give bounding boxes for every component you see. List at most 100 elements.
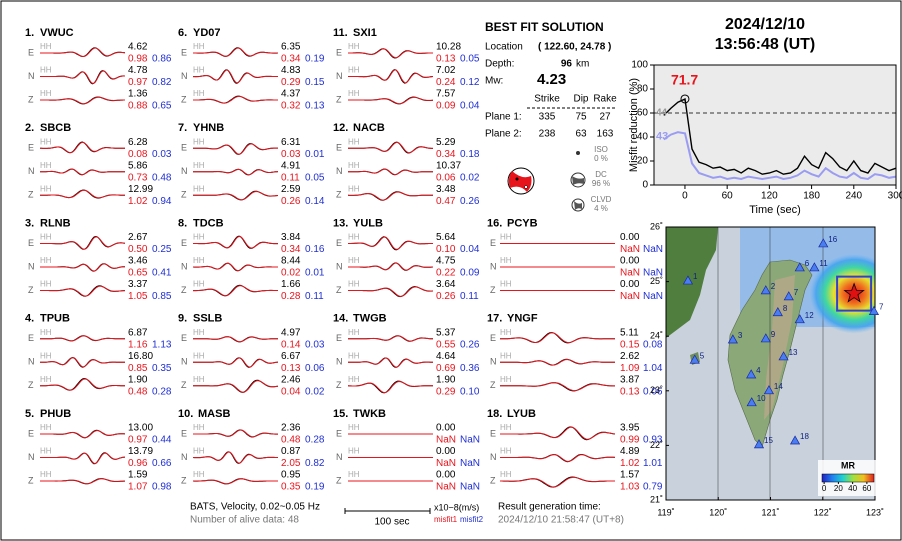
- station-name: YNGF: [507, 313, 538, 325]
- waveform-synthetic: [40, 189, 125, 199]
- channel-label: HH: [500, 423, 512, 432]
- misfit2: 0.44: [152, 435, 172, 446]
- lat-tick-label: 24˚: [650, 331, 663, 341]
- waveform-synthetic: [193, 357, 279, 368]
- filter: BATS, Velocity, 0.02~0.05 Hz: [190, 502, 320, 513]
- waveform-synthetic: [348, 48, 433, 59]
- misfit1: NaN: [436, 458, 456, 469]
- misfit2: 1.01: [643, 458, 663, 469]
- component-label: Z: [336, 190, 342, 200]
- station-name: NACB: [353, 122, 385, 134]
- station-label: 11: [819, 259, 828, 268]
- misfit2: 0.66: [152, 458, 172, 469]
- component-label: N: [28, 452, 35, 462]
- station-index: 16.: [487, 217, 502, 229]
- misfit1: 0.13: [281, 363, 301, 374]
- misfit2: 0.35: [152, 363, 172, 374]
- units: x10−8(m/s): [434, 502, 479, 512]
- clvd-quadrant: [574, 201, 582, 210]
- iso-ball: [576, 151, 580, 155]
- location-label: Location: [485, 42, 523, 53]
- component-label: Z: [28, 190, 34, 200]
- misfit1: 0.13: [620, 386, 640, 397]
- misfit2: 0.09: [460, 268, 480, 279]
- plot-frame: [653, 64, 897, 186]
- amplitude: 1.59: [128, 470, 148, 481]
- misfit1: 0.55: [436, 339, 456, 350]
- station-index: 2.: [25, 122, 34, 134]
- misfit2: 0.05: [305, 172, 325, 183]
- amplitude: 0.87: [281, 446, 301, 457]
- annotation: 71.7: [671, 72, 698, 88]
- channel-label: HH: [348, 351, 360, 360]
- component-label: N: [336, 357, 343, 367]
- event-time: 13:56:48 (UT): [715, 36, 815, 53]
- plane-value: 27: [599, 112, 611, 123]
- misfit1: 0.22: [436, 268, 456, 279]
- misfit1: 0.99: [620, 435, 640, 446]
- misfit1: 0.32: [281, 101, 301, 112]
- amplitude: 2.46: [281, 374, 301, 385]
- waveform-synthetic: [40, 141, 125, 154]
- waveform-synthetic: [40, 430, 126, 439]
- station-marker: [727, 334, 738, 344]
- amplitude: 13.00: [128, 423, 153, 434]
- station-label: 12: [805, 311, 814, 320]
- amplitude: 2.36: [281, 423, 301, 434]
- component-label: E: [28, 428, 34, 438]
- amplitude: 6.67: [281, 351, 301, 362]
- misfit2: 0.82: [152, 77, 172, 88]
- component-label: Z: [28, 475, 34, 485]
- footer: BATS, Velocity, 0.02~0.05 Hz Number of a…: [190, 502, 624, 528]
- misfit2: 0.79: [643, 482, 663, 493]
- component-name: ISO: [594, 145, 608, 154]
- channel-label: HH: [40, 470, 52, 479]
- waveform-synthetic: [347, 380, 433, 394]
- station-label: 9: [771, 330, 776, 339]
- station-index: 11.: [333, 27, 348, 39]
- station-index: 13.: [333, 217, 348, 229]
- misfit1: NaN: [620, 291, 640, 302]
- channel-label: HH: [40, 89, 52, 98]
- amplitude: 0.00: [436, 423, 456, 434]
- station-index: 5.: [25, 408, 34, 420]
- misfit2: 0.28: [305, 435, 325, 446]
- misfit2: 0.93: [643, 435, 663, 446]
- waveform-synthetic: [348, 96, 434, 105]
- station-marker: [746, 369, 757, 379]
- lon-tick-label: 119˚: [657, 507, 674, 517]
- misfit1: 0.29: [281, 77, 301, 88]
- waveform-synthetic: [348, 236, 433, 250]
- x-tick-label: 300: [888, 191, 902, 202]
- misfit2: 0.14: [305, 196, 325, 207]
- station-name: MASB: [198, 408, 230, 420]
- amplitude: 10.37: [436, 160, 461, 171]
- misfit1: NaN: [620, 244, 640, 255]
- waveform-synthetic: [40, 96, 125, 105]
- location: ( 122.60, 24.78 ): [538, 42, 611, 53]
- colorbar-title: MR: [841, 460, 855, 470]
- y-tick-label: 100: [631, 60, 648, 71]
- channel-label: HH: [193, 375, 205, 384]
- station-label: 6: [805, 259, 810, 268]
- waveform-synthetic: [40, 335, 125, 342]
- depth: 96: [561, 59, 573, 70]
- channel-label: HH: [193, 42, 205, 51]
- amplitude: 1.90: [436, 374, 456, 385]
- component-label: Z: [336, 285, 342, 295]
- component-label: E: [490, 238, 496, 248]
- component-label: Z: [181, 190, 187, 200]
- waveform-synthetic: [348, 262, 434, 271]
- amplitude: 4.75: [436, 256, 456, 267]
- channel-label: HH: [40, 280, 52, 289]
- channel-label: HH: [348, 447, 360, 456]
- amplitude: 1.90: [128, 374, 148, 385]
- station-index: 18.: [487, 408, 502, 420]
- station-index: 10.: [178, 408, 193, 420]
- waveform-synthetic: [193, 285, 278, 297]
- station-index: 12.: [333, 122, 348, 134]
- amplitude: 1.57: [620, 470, 640, 481]
- misfit2: 0.16: [305, 244, 325, 255]
